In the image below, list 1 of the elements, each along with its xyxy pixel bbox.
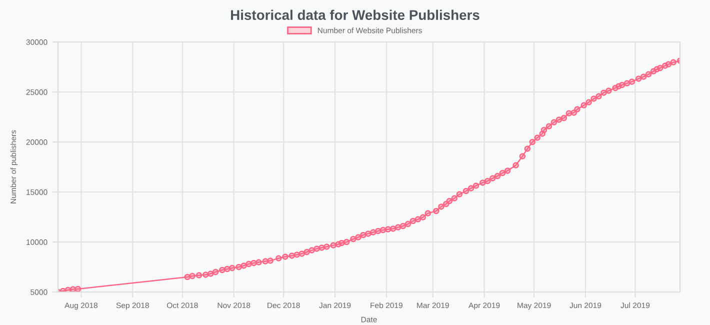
chart-title: Historical data for Website Publishers [231, 10, 480, 20]
